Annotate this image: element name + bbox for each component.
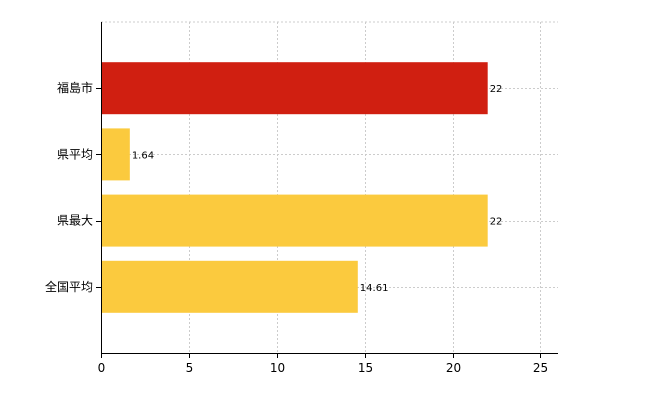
data-label: 14.61	[360, 283, 389, 294]
data-label: 22	[490, 217, 503, 228]
bar	[101, 128, 130, 181]
y-tick-label: 県平均	[57, 147, 93, 161]
bar	[101, 194, 488, 247]
x-tick-label: 0	[98, 361, 106, 375]
x-axis-ticks: 0 5 10 15 20 25	[98, 353, 548, 375]
x-tick-label: 5	[186, 361, 194, 375]
bar	[101, 260, 358, 313]
y-tick-label: 福島市	[57, 80, 93, 95]
y-tick-label: 全国平均	[45, 279, 93, 294]
x-tick-label: 10	[270, 361, 285, 375]
bar	[101, 62, 488, 115]
x-tick-label: 20	[446, 361, 461, 375]
x-tick-label: 25	[533, 361, 548, 375]
data-label: 22	[490, 84, 503, 95]
x-tick-label: 15	[358, 361, 373, 375]
bars	[101, 62, 488, 313]
y-tick-label: 県最大	[57, 214, 93, 228]
data-labels: 22 1.64 22 14.61	[132, 84, 503, 294]
data-label: 1.64	[132, 150, 154, 161]
